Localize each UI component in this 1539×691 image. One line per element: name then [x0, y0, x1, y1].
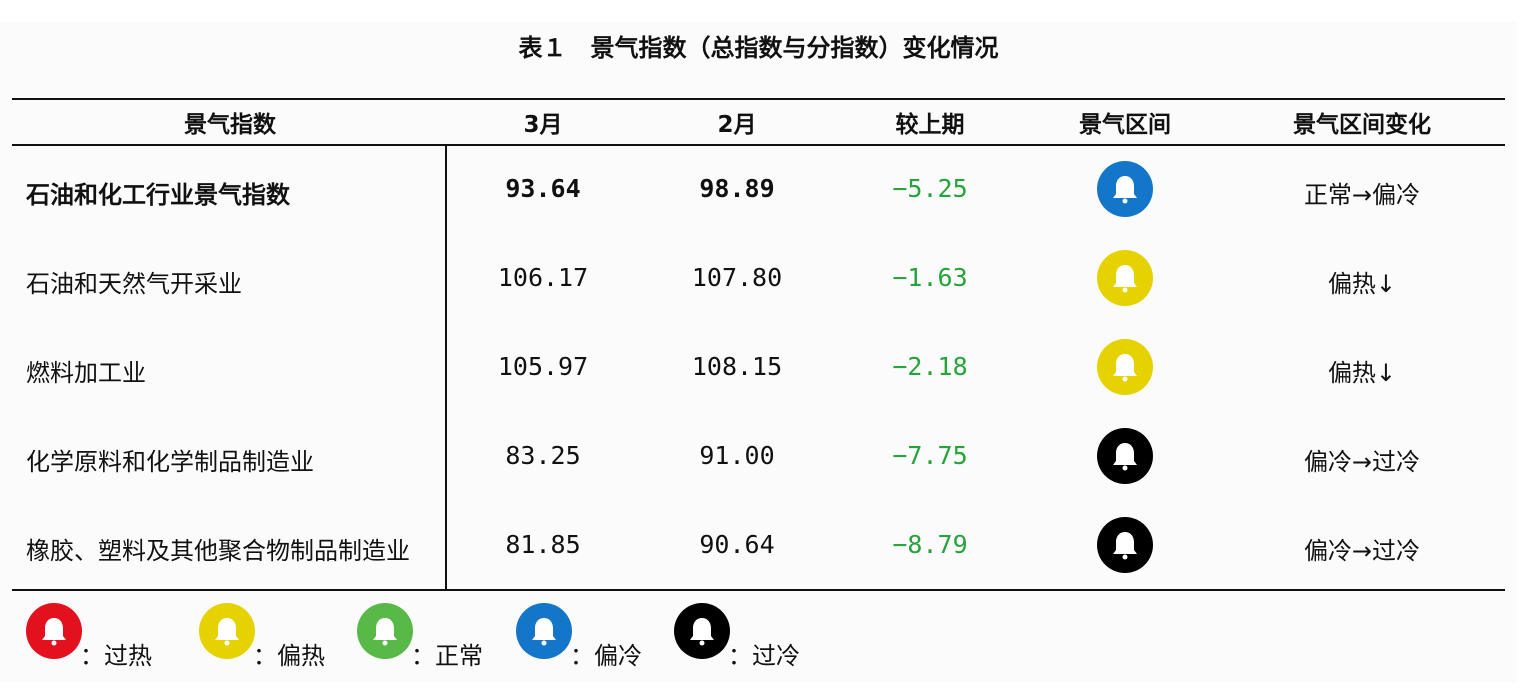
bottom-rule	[12, 589, 1505, 591]
legend-label: ：过热	[80, 642, 152, 670]
header-index: 景气指数	[184, 112, 276, 138]
row-feb: 98.89	[699, 174, 775, 203]
legend-color	[516, 603, 572, 659]
row-name: 燃料加工业	[26, 359, 146, 387]
legend-color	[26, 603, 82, 659]
table-title: 表１ 景气指数（总指数与分指数）变化情况	[518, 34, 999, 62]
row-change: −1.63	[892, 263, 968, 292]
row-change: −8.79	[892, 530, 968, 559]
bell-icon	[1113, 265, 1137, 293]
legend-label: ：偏热	[253, 642, 325, 670]
legend-color	[199, 603, 255, 659]
zone-indicator	[1097, 250, 1153, 306]
legend-color	[674, 603, 730, 659]
table-panel	[0, 22, 1517, 682]
row-feb: 108.15	[691, 352, 783, 381]
row-zone-change: 偏冷→过冷	[1303, 448, 1421, 476]
header-rule	[12, 144, 1505, 146]
legend-label: ：正常	[411, 642, 483, 670]
column-divider	[445, 146, 447, 591]
header-feb: 2月	[717, 112, 757, 138]
header-change: 较上期	[895, 112, 965, 138]
row-name: 石油和天然气开采业	[26, 270, 242, 298]
top-rule	[12, 98, 1505, 100]
row-change: −7.75	[892, 441, 968, 470]
row-zone-change: 偏热↓	[1327, 270, 1397, 298]
row-feb: 90.64	[699, 530, 775, 559]
row-name: 橡胶、塑料及其他聚合物制品制造业	[26, 537, 410, 565]
row-march: 83.25	[505, 441, 581, 470]
bell-icon	[42, 618, 66, 646]
row-zone-change: 正常→偏冷	[1303, 181, 1421, 209]
bell-icon	[690, 618, 714, 646]
zone-indicator	[1097, 428, 1153, 484]
bell-icon	[1113, 443, 1137, 471]
legend-label: ：偏冷	[570, 642, 642, 670]
row-feb: 107.80	[691, 263, 783, 292]
bell-icon	[215, 618, 239, 646]
row-march: 81.85	[505, 530, 581, 559]
row-march: 106.17	[497, 263, 589, 292]
bell-icon	[1113, 176, 1137, 204]
header-zone: 景气区间	[1079, 112, 1171, 138]
row-feb: 91.00	[699, 441, 775, 470]
bell-icon	[373, 618, 397, 646]
zone-indicator	[1097, 517, 1153, 573]
row-march: 105.97	[497, 352, 589, 381]
row-name: 石油和化工行业景气指数	[26, 181, 290, 209]
bell-icon	[1113, 532, 1137, 560]
zone-indicator	[1097, 339, 1153, 395]
row-zone-change: 偏冷→过冷	[1303, 537, 1421, 565]
row-change: −5.25	[892, 174, 968, 203]
row-name: 化学原料和化学制品制造业	[26, 448, 314, 476]
bell-icon	[532, 618, 556, 646]
header-zone-change: 景气区间变化	[1293, 112, 1431, 138]
header-march: 3月	[523, 112, 563, 138]
legend-label: ：过冷	[728, 642, 800, 670]
row-zone-change: 偏热↓	[1327, 359, 1397, 387]
zone-indicator	[1097, 161, 1153, 217]
row-march: 93.64	[505, 174, 581, 203]
row-change: −2.18	[892, 352, 968, 381]
legend-color	[357, 603, 413, 659]
bell-icon	[1113, 354, 1137, 382]
